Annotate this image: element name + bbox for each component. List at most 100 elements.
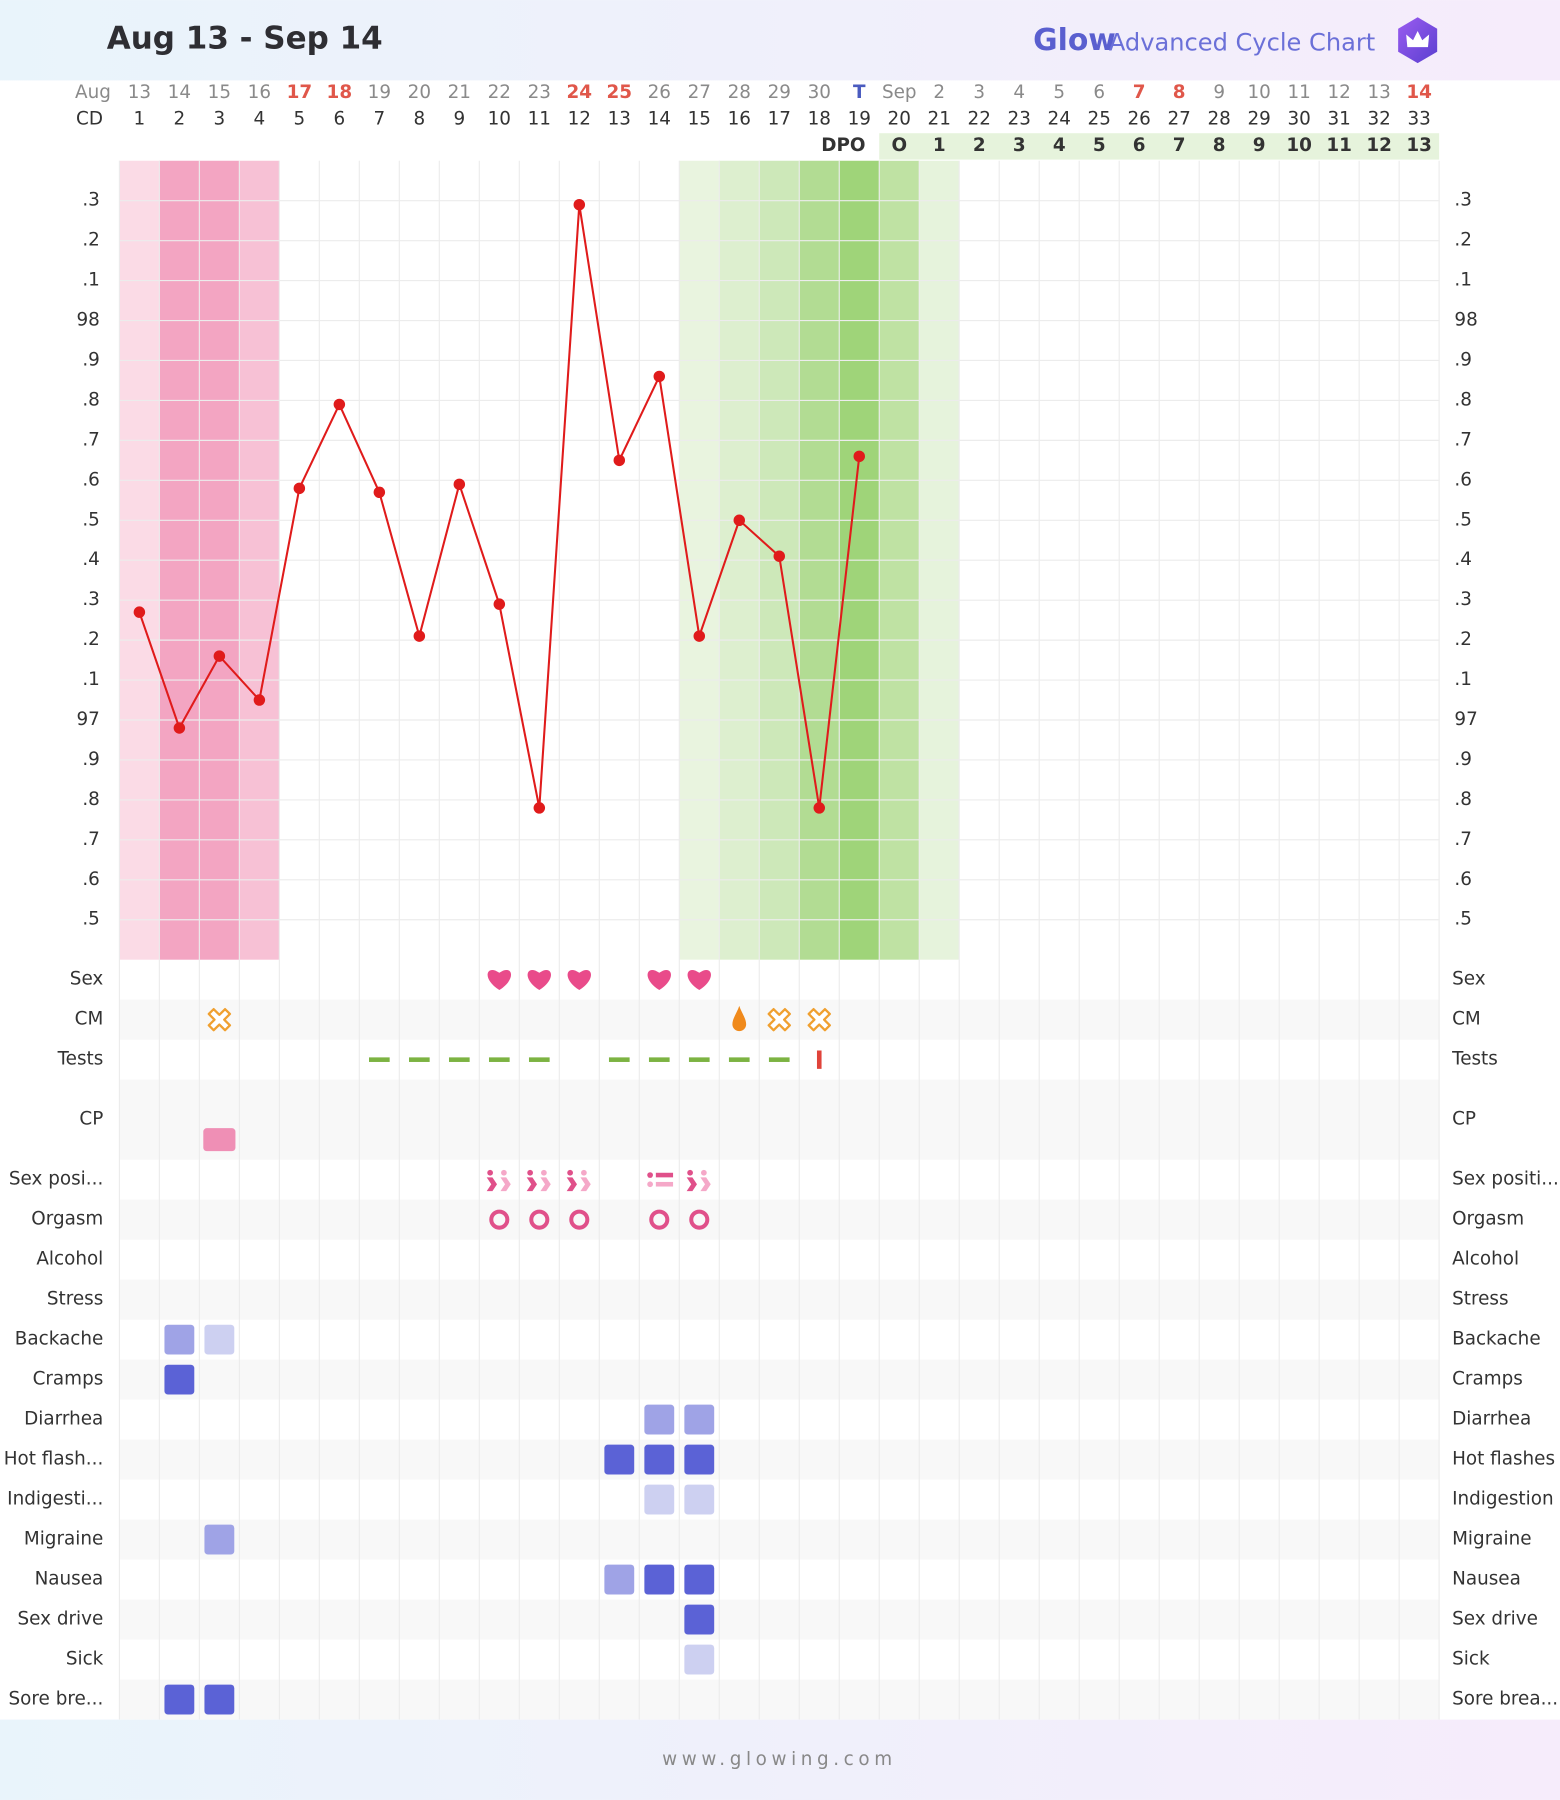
temperature-point (613, 454, 626, 467)
ring-icon (569, 1209, 590, 1230)
dpo-value: 5 (1093, 135, 1106, 156)
row-label-right: CP (1452, 1109, 1476, 1130)
cycle-day-label: 24 (1048, 108, 1071, 129)
brand: Glow (1033, 23, 1116, 58)
cycle-day-label: 20 (888, 108, 911, 129)
row-band (119, 1599, 1440, 1640)
chevron-part (566, 1177, 578, 1192)
symptom-mark (204, 1524, 235, 1555)
date-label: 13 (128, 82, 151, 103)
y-tick-label: .6 (82, 869, 100, 890)
chevron-part (701, 1169, 707, 1176)
cycle-day-label: 6 (333, 108, 345, 129)
cycle-day-label: 14 (648, 108, 671, 129)
date-label: 16 (248, 82, 271, 103)
date-label: 4 (1013, 82, 1025, 103)
dpo-value: 10 (1286, 135, 1312, 156)
row-label-right: Stress (1452, 1289, 1508, 1310)
ring-part (649, 1209, 670, 1230)
dpo-label: DPO (821, 135, 865, 156)
cycle-day-label: 30 (1287, 108, 1310, 129)
dash-part (488, 1057, 510, 1062)
chevron-part (500, 1177, 511, 1192)
chevron-icon (486, 1169, 511, 1192)
chevron-part (687, 1169, 693, 1176)
temperature-point (813, 802, 825, 814)
dpo-band (879, 133, 1440, 160)
chevron-part (501, 1169, 507, 1176)
row-label: Migraine (24, 1529, 103, 1550)
chevron-part (541, 1169, 547, 1176)
y-tick-label: .1 (82, 270, 100, 291)
row-label-right: Tests (1451, 1049, 1498, 1070)
chevron-icon (526, 1169, 551, 1192)
ring-icon (529, 1209, 550, 1230)
crown-icon (1398, 17, 1438, 64)
date-label: 15 (208, 82, 231, 103)
row-band (119, 1199, 1440, 1240)
cycle-day-label: 29 (1247, 108, 1270, 129)
y-tick-label: .2 (82, 230, 100, 251)
row-label-right: Diarrhea (1452, 1409, 1531, 1430)
y-tick-label-right: .6 (1454, 869, 1472, 890)
y-tick-label: .5 (82, 509, 100, 530)
row-label: Diarrhea (24, 1409, 103, 1430)
cycle-day-label: 1 (134, 108, 146, 129)
row-label-right: Sore brea... (1452, 1689, 1558, 1710)
cycle-day-label: 7 (373, 108, 385, 129)
heart-icon (567, 969, 592, 991)
chevron-icon (566, 1169, 591, 1192)
row-label: Sex drive (18, 1609, 104, 1630)
date-label: 14 (1406, 82, 1432, 103)
chevron-part (581, 1169, 587, 1176)
square-icon (203, 1128, 236, 1152)
dash-part (688, 1057, 710, 1062)
dash-part (448, 1057, 470, 1062)
cycle-day-label: 31 (1327, 108, 1350, 129)
symptom-mark (684, 1604, 715, 1635)
symptom-mark (604, 1444, 635, 1475)
y-tick-label: .8 (82, 389, 100, 410)
ring-icon (689, 1209, 710, 1230)
symptom-mark (644, 1564, 675, 1595)
row-label-right: Orgasm (1452, 1209, 1524, 1230)
symptom-mark (644, 1404, 675, 1435)
heart-icon (527, 969, 552, 991)
row-label: CP (79, 1109, 103, 1130)
y-tick-label: .3 (82, 190, 100, 211)
y-tick-label: .2 (82, 629, 100, 650)
row-band (119, 1359, 1440, 1400)
symptom-mark (684, 1644, 715, 1675)
symptom-mark (644, 1484, 675, 1515)
y-tick-label-right: .8 (1454, 789, 1472, 810)
y-tick-label: .5 (82, 909, 100, 930)
cycle-day-label: 5 (294, 108, 306, 129)
footer-band (0, 1719, 1560, 1800)
dash-part (648, 1057, 670, 1062)
row-label: Hot flash... (4, 1449, 104, 1470)
dash-icon (448, 1057, 470, 1062)
y-tick-label: .7 (82, 429, 100, 450)
bar-icon (816, 1050, 822, 1069)
cycle-day-label: 13 (608, 108, 631, 129)
symptom-mark (204, 1324, 235, 1355)
equal-part (655, 1172, 674, 1178)
y-tick-label: .6 (82, 469, 100, 490)
temperature-point (333, 398, 346, 411)
bar-part (816, 1050, 822, 1069)
date-label: T (853, 82, 866, 103)
date-label: 13 (1367, 82, 1390, 103)
cross-part (807, 1007, 831, 1032)
heart-icon (647, 969, 672, 991)
symptom-mark (164, 1684, 195, 1715)
date-label: 5 (1053, 82, 1065, 103)
cycle-day-label: 11 (528, 108, 551, 129)
row-label: CM (75, 1009, 104, 1030)
temperature-point (533, 802, 546, 814)
dash-icon (728, 1057, 750, 1062)
date-label: 26 (648, 82, 671, 103)
date-label: 7 (1133, 82, 1146, 103)
row-label-right: Indigestion (1452, 1489, 1554, 1510)
ring-part (689, 1209, 710, 1230)
date-label: 22 (488, 82, 511, 103)
